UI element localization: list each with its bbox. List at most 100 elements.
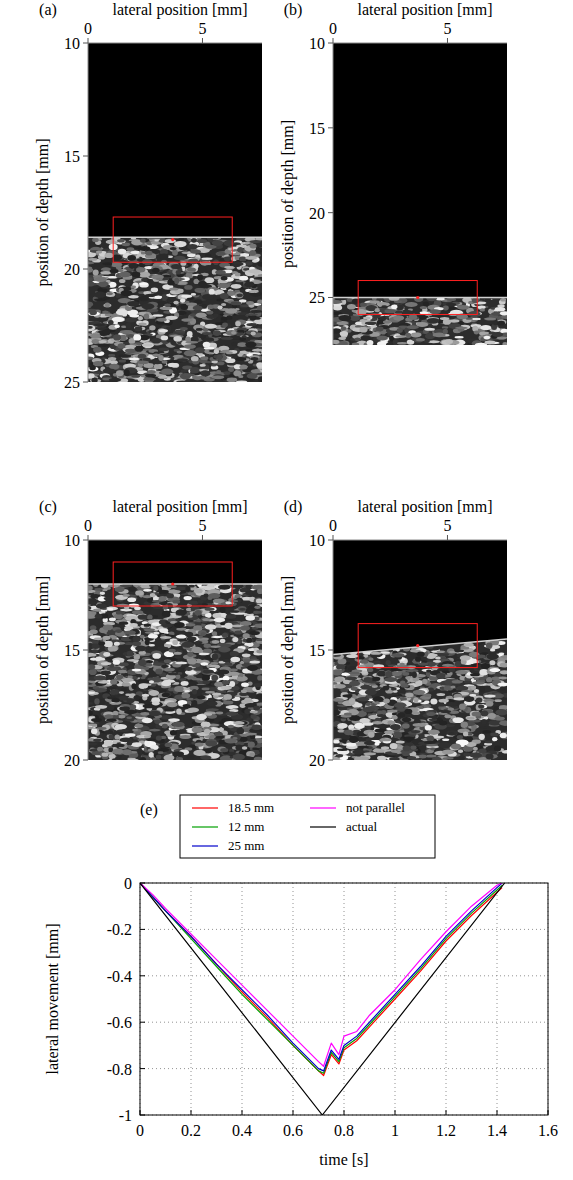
speckle — [239, 257, 247, 262]
speckle — [116, 370, 124, 376]
speckle — [92, 339, 100, 344]
speckle — [215, 256, 222, 259]
speckle — [88, 325, 95, 331]
speckle — [159, 329, 168, 332]
speckle — [222, 322, 228, 327]
speckle — [181, 369, 188, 373]
speckle — [216, 370, 221, 374]
speckle — [90, 334, 101, 339]
speckle — [202, 332, 212, 335]
speckle — [212, 640, 220, 644]
speckle — [500, 298, 506, 302]
speckle — [118, 249, 126, 255]
speckle — [138, 316, 143, 320]
speckle — [480, 325, 491, 330]
tissue — [333, 297, 507, 345]
speckle — [218, 306, 223, 310]
speckle — [89, 310, 97, 315]
speckle — [258, 274, 262, 277]
y-tick — [83, 156, 88, 157]
speckle — [206, 311, 213, 315]
y-tick — [83, 382, 88, 383]
speckle — [88, 266, 93, 272]
speckle — [176, 380, 189, 382]
speckle — [188, 259, 198, 265]
speckle — [133, 334, 141, 340]
speckle — [115, 293, 120, 298]
speckle-group — [333, 295, 507, 345]
speckle — [239, 338, 246, 341]
speckle — [416, 338, 425, 341]
speckle — [116, 266, 122, 270]
speckle — [140, 335, 149, 340]
speckle — [381, 305, 387, 308]
speckle — [246, 313, 258, 316]
speckle — [225, 358, 235, 363]
speckle — [377, 320, 384, 325]
speckle — [484, 336, 491, 340]
image-background — [88, 43, 262, 382]
speckle — [201, 258, 212, 260]
speckle — [502, 342, 507, 345]
speckle — [240, 276, 248, 281]
speckle — [186, 302, 197, 306]
speckle — [138, 354, 147, 359]
speckle — [258, 376, 262, 382]
speckle — [474, 331, 479, 335]
speckle — [93, 371, 105, 374]
x-axis-title: lateral position [mm] — [112, 1, 247, 19]
speckle — [90, 250, 101, 252]
speckle — [226, 330, 238, 335]
speckle — [251, 332, 256, 336]
speckle — [250, 316, 256, 321]
speckle — [178, 358, 188, 362]
speckle — [190, 249, 201, 253]
speckle — [399, 325, 408, 328]
speckle — [187, 331, 193, 337]
x-tick-label: 0 — [329, 20, 337, 37]
speckle — [193, 306, 203, 310]
speckle — [376, 327, 384, 332]
speckle — [116, 310, 128, 315]
speckle — [153, 314, 164, 317]
speckle — [237, 330, 244, 333]
speckle — [443, 329, 448, 334]
speckle — [224, 256, 231, 261]
speckle — [151, 274, 164, 279]
speckle — [127, 255, 136, 261]
speckle — [88, 277, 93, 281]
speckle — [126, 247, 134, 251]
y-tick-label: 10 — [64, 35, 80, 52]
speckle — [175, 330, 185, 332]
speckle — [100, 271, 111, 275]
speckle — [333, 300, 343, 304]
speckle — [162, 360, 168, 364]
speckle — [119, 359, 126, 362]
speckle — [168, 363, 179, 367]
speckle — [125, 345, 136, 348]
speckle — [405, 302, 418, 307]
speckle — [236, 357, 247, 361]
speckle — [159, 355, 164, 361]
speckle — [244, 282, 254, 288]
speckle — [384, 309, 396, 313]
image-area — [88, 540, 262, 760]
roi-box — [113, 217, 232, 262]
speckle — [164, 239, 176, 243]
speckle — [397, 328, 403, 333]
y-tick — [328, 212, 333, 213]
speckle — [207, 304, 213, 309]
speckle — [180, 299, 185, 303]
speckle — [102, 263, 112, 265]
speckle — [377, 336, 388, 341]
speckle — [88, 326, 93, 329]
speckle — [414, 333, 422, 337]
speckle — [367, 340, 374, 345]
speckle — [239, 365, 247, 370]
speckle — [213, 330, 221, 336]
speckle — [102, 311, 108, 314]
speckle — [105, 253, 114, 258]
speckle — [221, 303, 226, 306]
speckle — [446, 303, 456, 307]
speckle — [484, 318, 497, 321]
